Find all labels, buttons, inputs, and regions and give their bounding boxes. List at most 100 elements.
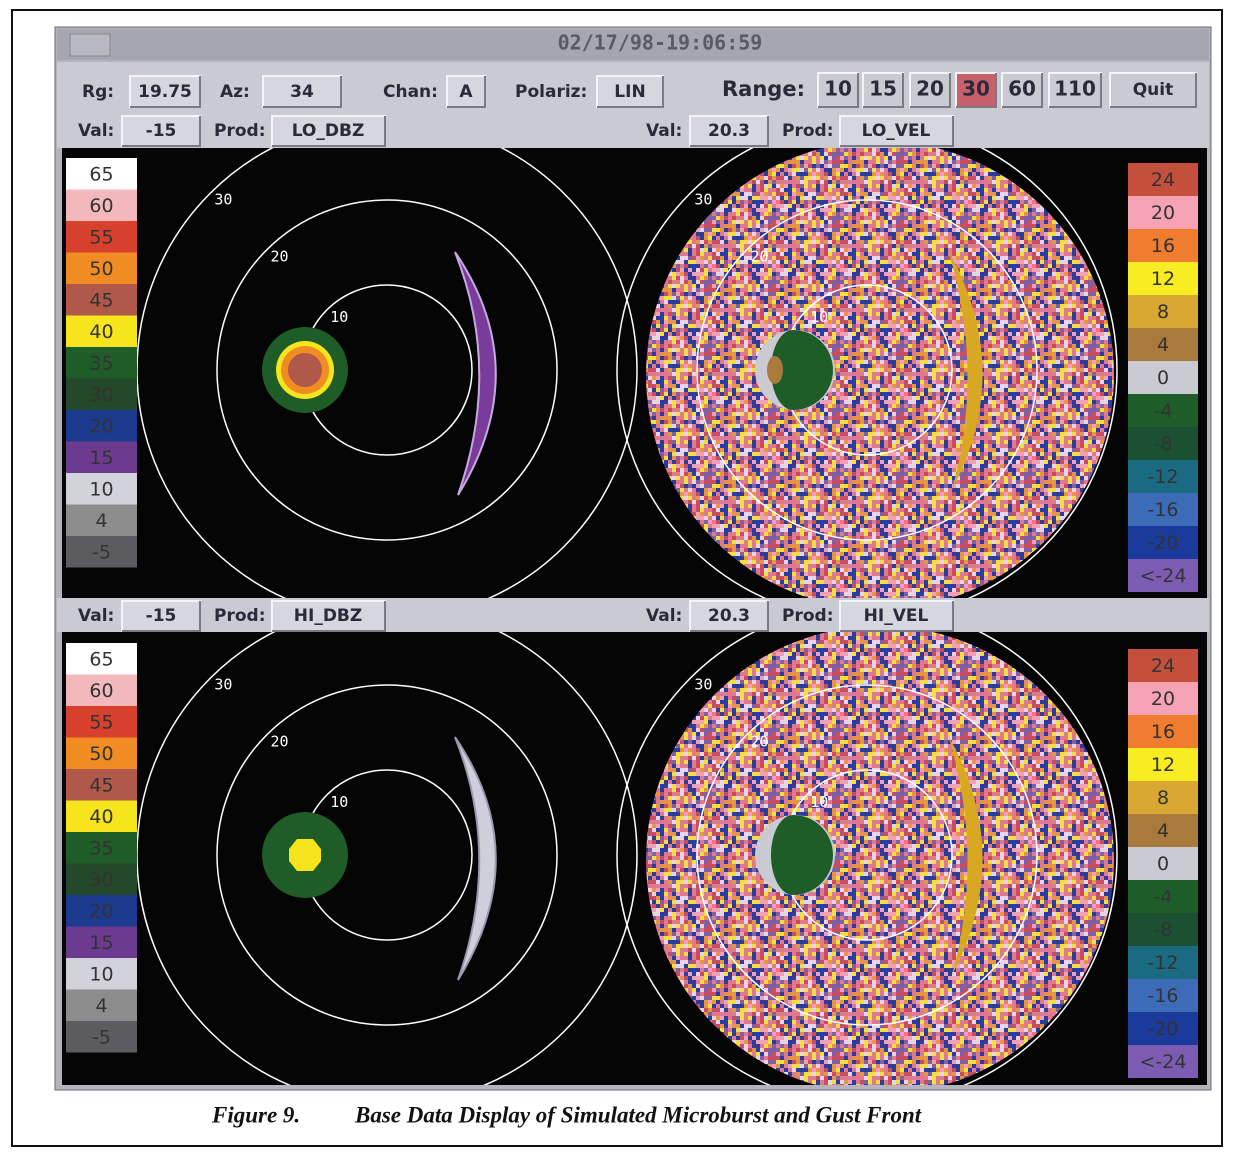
legend-label: 16 (1151, 721, 1175, 743)
microburst-velocity (767, 356, 783, 384)
range-ring-label: 10 (330, 793, 348, 811)
prod-value: LO_VEL (862, 121, 931, 141)
legend-label: 45 (89, 289, 113, 311)
val-value: 20.3 (708, 121, 750, 141)
field-label: Polariz: (515, 82, 587, 102)
legend-label: -8 (1154, 433, 1173, 455)
legend-label: 35 (89, 352, 113, 374)
caption-figure: Figure 9. (211, 1102, 300, 1127)
val-value: 20.3 (708, 606, 750, 626)
legend-label: 15 (89, 932, 113, 954)
legend-label: 30 (89, 384, 113, 406)
prod-value: LO_DBZ (292, 121, 365, 141)
range-ring-label: 30 (214, 676, 232, 694)
range-ring-label: 30 (694, 191, 712, 209)
prod-label: Prod: (782, 606, 834, 626)
legend-label: 12 (1151, 268, 1175, 290)
legend-label: -12 (1147, 466, 1178, 488)
legend-label: 55 (89, 711, 113, 733)
legend-label: 65 (89, 648, 113, 670)
legend-label: 8 (1157, 301, 1169, 323)
page: { "window": {"title": "02/17/98-19:06:59… (0, 0, 1235, 1150)
val-value: -15 (146, 606, 177, 626)
caption-text: Base Data Display of Simulated Microburs… (354, 1102, 922, 1127)
legend-label: 4 (1157, 820, 1169, 842)
field-value: LIN (614, 82, 645, 102)
legend-label: -5 (92, 1026, 111, 1048)
legend-label: 4 (95, 510, 107, 532)
legend-label: 4 (95, 995, 107, 1017)
prod-label: Prod: (782, 121, 834, 141)
legend-label: 55 (89, 226, 113, 248)
legend-label: 35 (89, 837, 113, 859)
legend-label: -4 (1154, 886, 1173, 908)
legend-label: -5 (92, 541, 111, 563)
legend-label: 20 (89, 415, 113, 437)
prod-label: Prod: (214, 121, 266, 141)
legend-label: 4 (1157, 334, 1169, 356)
legend-label: 15 (89, 447, 113, 469)
range-button-label: 15 (869, 77, 897, 101)
val-value: -15 (146, 121, 177, 141)
legend-label: 24 (1151, 655, 1175, 677)
range-button-label: 10 (824, 77, 852, 101)
legend-label: 0 (1157, 367, 1169, 389)
range-button-label: 20 (916, 77, 944, 101)
legend-label: 24 (1151, 169, 1175, 191)
legend-label: 40 (89, 321, 113, 343)
screenshot: 02/17/98-19:06:59 30 20 10 30 20 10 30 20 10 30 2… (0, 0, 1235, 1150)
legend-label: -20 (1147, 532, 1178, 554)
range-ring-label: 20 (271, 248, 289, 266)
prod-value: HI_VEL (864, 606, 929, 626)
microburst (289, 839, 321, 871)
legend-label: 65 (89, 163, 113, 185)
legend-label: 60 (89, 680, 113, 702)
val-label: Val: (646, 121, 682, 141)
legend-label: -8 (1154, 919, 1173, 941)
range-label: Range: (722, 77, 805, 101)
val-label: Val: (78, 606, 114, 626)
legend-label: 8 (1157, 787, 1169, 809)
legend-label: 30 (89, 869, 113, 891)
range-button-label: 30 (962, 77, 990, 101)
range-ring-label: 20 (271, 733, 289, 751)
legend-label: 20 (1151, 688, 1175, 710)
legend-label: -16 (1147, 499, 1178, 521)
range-button-label: 110 (1054, 77, 1096, 101)
range-ring-label: 10 (810, 308, 828, 326)
window-title: 02/17/98-19:06:59 (558, 31, 763, 55)
legend-label: 10 (89, 478, 113, 500)
window-menu-button[interactable] (70, 34, 110, 56)
microburst (288, 353, 322, 387)
legend-label: 50 (89, 743, 113, 765)
prod-value: HI_DBZ (294, 606, 362, 626)
range-ring-label: 10 (810, 793, 828, 811)
legend-label: -12 (1147, 952, 1178, 974)
legend-label: 50 (89, 258, 113, 280)
legend-label: -20 (1147, 1018, 1178, 1040)
legend-label: 45 (89, 774, 113, 796)
range-ring-label: 20 (751, 733, 769, 751)
legend-label: 10 (89, 963, 113, 985)
field-value: 19.75 (138, 82, 192, 102)
legend-label: 20 (1151, 202, 1175, 224)
legend-label: -16 (1147, 985, 1178, 1007)
range-button-label: 60 (1008, 77, 1036, 101)
legend-label: 40 (89, 806, 113, 828)
quit-label: Quit (1133, 80, 1174, 100)
field-value: A (459, 82, 473, 102)
legend-label: 60 (89, 195, 113, 217)
legend-label: 20 (89, 900, 113, 922)
range-ring-label: 10 (330, 308, 348, 326)
val-label: Val: (646, 606, 682, 626)
val-label: Val: (78, 121, 114, 141)
range-ring-label: 20 (751, 248, 769, 266)
legend-label: <-24 (1140, 1051, 1187, 1073)
legend-label: <-24 (1140, 565, 1187, 587)
field-label: Az: (220, 82, 250, 102)
legend-label: -4 (1154, 400, 1173, 422)
legend-label: 16 (1151, 235, 1175, 257)
legend-label: 0 (1157, 853, 1169, 875)
prod-label: Prod: (214, 606, 266, 626)
field-label: Rg: (82, 82, 114, 102)
